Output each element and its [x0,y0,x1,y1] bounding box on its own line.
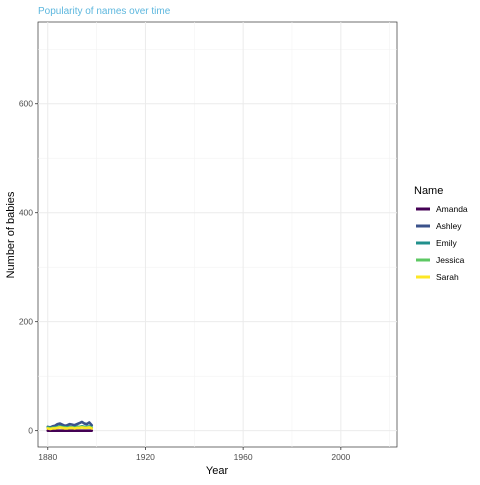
plot-panel [37,21,398,448]
series-line-sarah [46,426,94,431]
legend: Name Amanda Ashley Emily Jessica Sarah [414,185,468,282]
legend-title: Name [414,185,443,197]
x-tick-label: 2000 [331,452,350,462]
x-tick-label: 1880 [38,452,57,462]
x-tick-label: 1920 [136,452,155,462]
y-axis: 0 200 400 600 [19,99,38,436]
y-tick-label: 200 [19,317,33,327]
y-tick-label: 600 [19,99,33,109]
y-tick-label: 400 [19,208,33,218]
legend-label-jessica: Jessica [436,255,465,265]
x-axis-label: Year [206,465,229,477]
series-layer [46,420,94,432]
legend-label-emily: Emily [436,238,458,248]
legend-label-amanda: Amanda [436,204,468,214]
y-tick-label: 0 [28,426,33,436]
grid [38,22,397,447]
chart-title: Popularity of names over time [38,6,171,17]
y-axis-label: Number of babies [5,191,17,278]
series-line-ashley [46,420,94,429]
x-axis: 1880 1920 1960 2000 [38,447,351,462]
x-tick-label: 1960 [234,452,253,462]
legend-label-ashley: Ashley [436,221,462,231]
legend-label-sarah: Sarah [436,272,459,282]
